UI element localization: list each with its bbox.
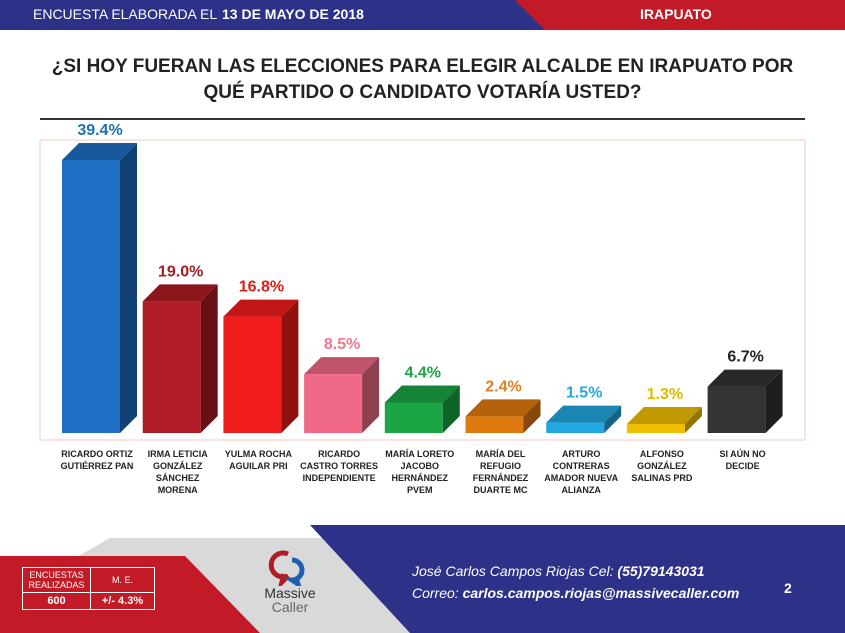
contact-email[interactable]: carlos.campos.riojas@massivecaller.com (462, 585, 740, 601)
category-label: ARTURO CONTRERAS AMADOR NUEVA ALIANZA (544, 449, 619, 495)
contact-info: José Carlos Campos Riojas Cel: (55)79143… (412, 560, 739, 604)
survey-info-table: ENCUESTAS REALIZADAS M. E. 600 +/- 4.3% (22, 567, 155, 610)
survey-date: 13 DE MAYO DE 2018 (222, 6, 364, 22)
bar (626, 406, 702, 433)
survey-label: ENCUESTA ELABORADA EL (33, 6, 218, 22)
bar-side (362, 357, 380, 433)
bar-top (465, 399, 541, 417)
data-label: 19.0% (158, 263, 203, 280)
bar-side (442, 385, 460, 433)
data-label: 39.4% (77, 122, 122, 139)
bar-top (626, 406, 702, 424)
data-label: 4.4% (405, 365, 441, 382)
category-label: YULMA ROCHA AGUILAR PRI (224, 449, 292, 471)
bar (142, 284, 218, 433)
chart-title: ¿SI HOY FUERAN LAS ELECCIONES PARA ELEGI… (51, 56, 794, 103)
bar (304, 357, 380, 433)
logo-icon (268, 550, 305, 586)
logo-text-1: Massive (264, 585, 316, 601)
bar (223, 299, 299, 433)
massive-caller-logo: Massive Caller (255, 550, 325, 614)
bar-front (546, 422, 605, 433)
category-label: SI AÚN NO DECIDE (719, 449, 766, 471)
category-label: MARÍA DEL REFUGIO FERNÁNDEZ DUARTE MC (472, 449, 529, 495)
bar-front (62, 159, 120, 433)
me-value: +/- 4.3% (90, 592, 155, 610)
category-label: ALFONSO GONZÁLEZ SALINAS PRD (631, 449, 693, 483)
data-label: 2.4% (485, 378, 521, 395)
category-label: RICARDO ORTIZ GUTIÉRREZ PAN (60, 449, 134, 471)
bar-side (281, 299, 299, 433)
surveys-label: ENCUESTAS REALIZADAS (22, 567, 91, 593)
category-label: MARÍA LORETO JACOBO HERNÁNDEZ PVEM (385, 449, 455, 495)
title-rule (40, 118, 805, 120)
category-label: IRMA LETICIA GONZÁLEZ SÁNCHEZ MORENA (147, 449, 208, 495)
bar-front (223, 316, 282, 433)
plot-area (39, 139, 806, 441)
bar-side (604, 405, 622, 433)
bar (546, 405, 622, 433)
bar-chart: 39.4% 19.0% 16.8% 8.5% 4.4% 2.4% 1.5% 1.3% 6.7% (39, 122, 806, 441)
bar (62, 142, 137, 433)
logo-text-2: Caller (271, 599, 309, 615)
category-label: RICARDO CASTRO TORRES INDEPENDIENTE (300, 449, 379, 483)
bar-front (465, 416, 524, 433)
bar-top (707, 369, 783, 387)
data-label: 16.8% (239, 279, 284, 296)
bar-side (120, 142, 137, 433)
bar-top (223, 299, 299, 317)
data-label: 1.5% (566, 385, 602, 402)
bar (707, 369, 783, 433)
bar-front (626, 423, 685, 433)
bar-side (765, 369, 783, 433)
bar-front (304, 374, 363, 433)
bar-top (546, 405, 622, 423)
data-label: 6.7% (727, 349, 763, 366)
header-red-band (515, 0, 845, 30)
bar-top (384, 385, 460, 403)
footer-blue (310, 525, 845, 633)
bar-front (142, 301, 201, 433)
page-number: 2 (784, 580, 792, 596)
bar-front (707, 386, 766, 433)
email-label: Correo: (412, 585, 463, 601)
bar-side (684, 406, 702, 433)
data-label: 1.3% (647, 386, 683, 403)
surveys-value: 600 (22, 592, 91, 610)
data-label: 8.5% (324, 336, 360, 353)
bar-top (142, 284, 218, 302)
city: IRAPUATO (640, 6, 712, 22)
bar-front (384, 402, 443, 433)
bar-top (62, 142, 137, 160)
contact-phone: (55)79143031 (617, 563, 705, 579)
bar-top (304, 357, 380, 375)
bar (384, 385, 460, 433)
bar-side (200, 284, 218, 433)
contact-name: José Carlos Campos Riojas Cel: (412, 563, 618, 579)
bar-side (523, 399, 541, 433)
me-label: M. E. (90, 567, 155, 593)
bar (465, 399, 541, 433)
